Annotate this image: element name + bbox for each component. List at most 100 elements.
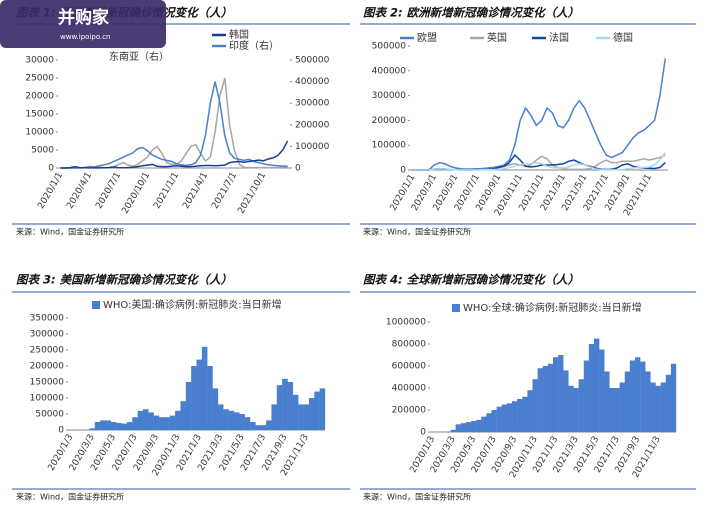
bar — [250, 422, 256, 430]
source-note: 来源：Wind，国金证券研究所 — [363, 227, 471, 237]
frames — [12, 23, 696, 490]
series-line — [60, 77, 288, 169]
y-tick-label: 100000 — [30, 394, 65, 404]
x-tick-label: 2021/4/1 — [181, 171, 210, 211]
bar — [578, 379, 584, 432]
bar — [282, 378, 288, 430]
x-tick-label: 2021/7/1 — [210, 171, 239, 211]
bar — [137, 410, 144, 430]
bar — [614, 388, 620, 432]
watermark: 并购家 www.ipoipo.cn — [0, 0, 166, 48]
legend-label: 欧盟 — [417, 32, 437, 44]
bar — [319, 388, 326, 430]
x-tick-label: 2021/1/1 — [152, 171, 181, 211]
bar — [266, 420, 272, 430]
y-tick-label: 800000 — [392, 340, 427, 350]
bar — [471, 421, 477, 432]
bar — [609, 388, 615, 432]
y2-tick-label: 500000 — [295, 56, 330, 66]
bar — [276, 385, 283, 430]
bar — [100, 420, 106, 430]
watermark-badge — [0, 0, 166, 48]
bar — [223, 409, 229, 430]
bar — [169, 415, 176, 430]
y-tick-label: 50000 — [35, 410, 64, 420]
y-tick-label: 200000 — [392, 406, 427, 416]
bar — [175, 410, 181, 430]
bar — [491, 410, 497, 432]
bar — [233, 412, 240, 430]
legend-label: WHO:美国:确诊病例:新冠肺炎:当日新增 — [103, 298, 282, 311]
bar — [665, 374, 672, 432]
legend-label: 印度（右） — [229, 39, 279, 52]
y-tick-label: 30000 — [25, 56, 54, 66]
y-tick-label: 5000 — [31, 146, 54, 156]
bar — [121, 423, 128, 430]
y2-tick-label: 300000 — [295, 99, 330, 109]
chart-title: 图表 4: 全球新增新冠确诊情况变化（人） — [363, 273, 579, 287]
y-tick-label: 200000 — [372, 116, 407, 126]
bar — [496, 406, 502, 432]
bar — [292, 394, 299, 430]
y2-tick-label: 0 — [295, 164, 301, 174]
bar — [537, 368, 543, 432]
legend-label: 法国 — [549, 31, 569, 44]
bar — [486, 413, 492, 432]
bar — [239, 414, 245, 430]
series-line — [412, 152, 666, 171]
y2-tick-label: 200000 — [295, 120, 330, 130]
bar — [650, 382, 656, 432]
bar — [506, 403, 513, 432]
bar — [542, 366, 549, 432]
bar — [255, 425, 261, 430]
series-line — [60, 140, 289, 169]
bar — [212, 388, 219, 430]
bar — [132, 417, 138, 430]
bar — [153, 415, 160, 430]
y-tick-label: 0 — [400, 166, 406, 176]
bar — [522, 396, 528, 432]
bar — [455, 424, 461, 432]
bar — [148, 412, 154, 430]
bar — [670, 363, 677, 432]
bar — [450, 429, 456, 432]
bar — [588, 344, 595, 432]
y-tick-label: 250000 — [30, 346, 65, 356]
bar — [660, 382, 666, 432]
bar — [201, 346, 208, 430]
bar — [558, 355, 564, 432]
bar — [185, 382, 192, 430]
bar — [460, 423, 467, 432]
y2-tick-label: 100000 — [295, 142, 330, 152]
y-tick-label: 0 — [420, 428, 426, 438]
bar — [512, 401, 518, 432]
source-note: 来源：Wind，国金证券研究所 — [16, 227, 124, 237]
bar — [94, 422, 101, 430]
bar — [260, 425, 267, 430]
bar — [568, 385, 574, 432]
bar — [501, 404, 508, 432]
source-note: 来源：Wind，国金证券研究所 — [16, 492, 124, 502]
y-tick-label: 300000 — [372, 91, 407, 101]
bar — [244, 417, 251, 430]
series-line — [412, 58, 667, 171]
source-note: 来源：Wind，国金证券研究所 — [363, 492, 471, 502]
legend-swatch — [92, 301, 100, 309]
chart-title: 图表 3: 美国新增新冠确诊情况变化（人） — [16, 273, 232, 287]
bar — [619, 382, 625, 432]
y-tick-label: 15000 — [25, 110, 54, 120]
bar — [116, 422, 122, 430]
bar — [553, 357, 559, 432]
y-tick-label: 0 — [48, 164, 54, 174]
bar — [629, 360, 636, 432]
y-tick-label: 25000 — [25, 74, 54, 84]
bar — [604, 371, 610, 432]
bar — [196, 359, 203, 430]
bar — [271, 404, 278, 430]
bar — [594, 338, 600, 432]
bar — [142, 409, 149, 430]
bar — [547, 363, 554, 432]
bar — [164, 417, 170, 430]
bar — [583, 360, 590, 432]
